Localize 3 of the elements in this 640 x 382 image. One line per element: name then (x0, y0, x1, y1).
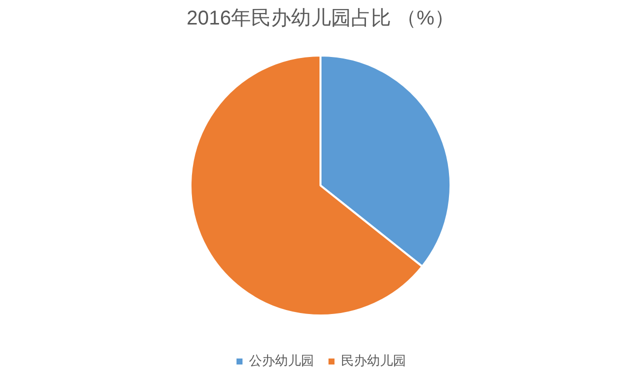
legend-label: 民办幼儿园 (341, 352, 406, 370)
legend-label: 公办幼儿园 (249, 352, 314, 370)
chart-title: 2016年民办幼儿园占比 （%） (186, 8, 454, 30)
